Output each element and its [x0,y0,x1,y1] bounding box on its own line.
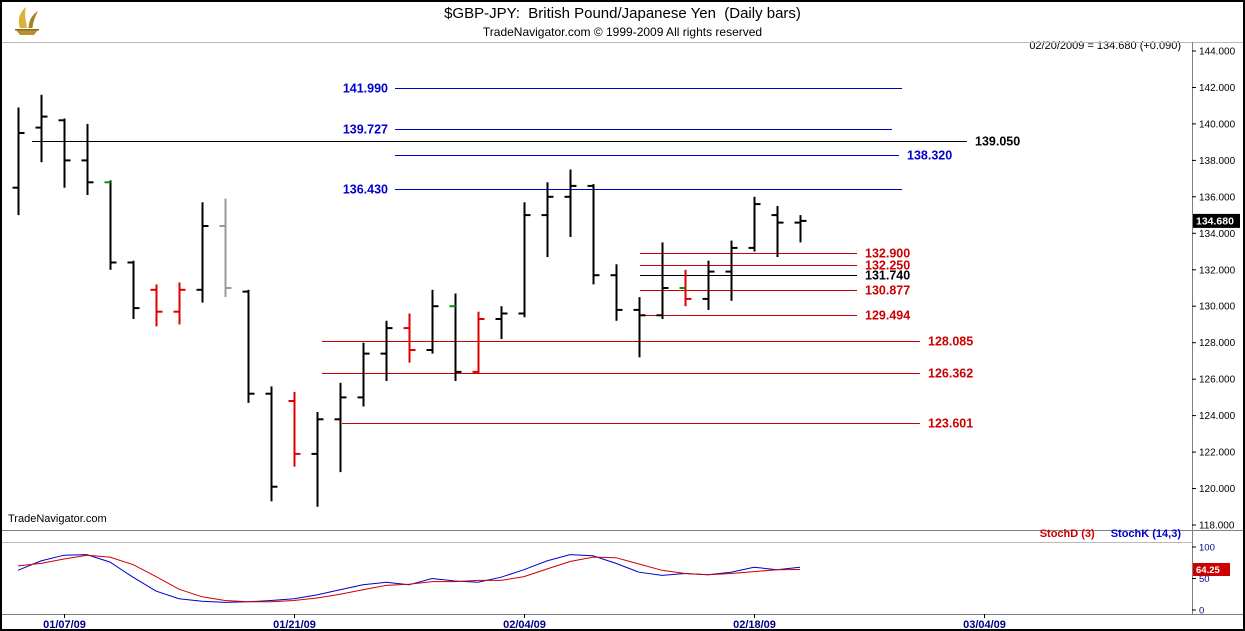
price-level-label[interactable]: 131.740 [865,269,910,283]
copyright-line: TradeNavigator.com © 1999-2009 All right… [482,25,763,39]
price-level-label[interactable]: 126.362 [928,367,973,381]
ohlc-bar[interactable] [541,182,554,257]
price-axis-label: 132.000 [1199,265,1236,276]
price-level-label[interactable]: 141.990 [343,82,388,96]
ohlc-bar[interactable] [196,202,209,303]
stochk-line[interactable] [17,554,801,603]
ohlc-bar[interactable] [702,260,715,310]
price-level-label[interactable]: 136.430 [343,183,388,197]
price-axis-label: 136.000 [1199,192,1236,203]
price-axis-label: 138.000 [1199,156,1236,167]
ohlc-bar[interactable] [771,206,784,257]
ohlc-bar[interactable] [265,386,278,502]
price-axis-label: 128.000 [1199,338,1236,349]
price-axis-label: 130.000 [1199,302,1236,313]
last-price-badge-value: 134.680 [1196,215,1234,227]
ohlc-bar[interactable] [58,118,71,188]
ohlc-bar[interactable] [403,313,416,363]
date-axis-label: 01/21/09 [273,619,316,631]
ohlc-bar[interactable] [518,202,531,318]
stoch-axis-label: 100 [1199,543,1215,554]
date-axis-label: 01/07/09 [43,619,86,631]
stochd-label[interactable]: StochD (3) [1039,528,1095,540]
price-axis-label: 144.000 [1199,47,1236,58]
price-axis-label: 120.000 [1199,484,1236,495]
price-axis-label: 134.000 [1199,229,1236,240]
price-axis-label: 124.000 [1199,411,1236,422]
date-axis: 01/07/09 01/21/09 02/04/09 02/18/09 03/04/09 [43,614,1006,631]
last-price-badge [1193,213,1240,228]
price-axis-label: 142.000 [1199,83,1236,94]
ohlc-bar[interactable] [311,412,324,507]
ohlc-bar[interactable] [564,169,577,238]
price-axis-label: 126.000 [1199,375,1236,386]
support-resistance-levels: 141.990 139.727 139.050 138.320 136.430 132.9… [32,82,1020,431]
price-level-label[interactable]: 132.900 [865,247,910,261]
ohlc-bar[interactable] [587,184,600,285]
ohlc-bar[interactable] [104,180,117,270]
ohlc-bar[interactable] [150,284,163,327]
price-axis-label: 140.000 [1199,119,1236,130]
tradenavigator-logo-icon [10,4,44,38]
price-axis: 144.000 142.000 140.000 138.000 136.000 134.0… [1192,47,1240,532]
ohlc-bar[interactable] [472,311,485,374]
stoch-legend: StochD (3) StochK (14,3) [1040,528,1181,540]
ohlc-bar[interactable] [426,289,439,354]
watermark: TradeNavigator.com [8,513,107,525]
ohlc-bar[interactable] [495,306,508,339]
price-axis-label: 122.000 [1199,448,1236,459]
price-level-label[interactable]: 139.727 [343,123,388,137]
price-level-label[interactable]: 123.601 [928,417,973,431]
ohlc-bar[interactable] [725,240,738,301]
ohlc-bar[interactable] [610,264,623,321]
chart-title: $GBP-JPY: British Pound/Japanese Yen (Da… [444,5,801,22]
price-level-label[interactable]: 132.250 [865,259,910,273]
ohlc-bar[interactable] [35,94,48,163]
ohlc-bar[interactable] [794,215,807,243]
stoch-axis-label: 50 [1199,574,1210,585]
stochk-label[interactable]: StochK (14,3) [1110,528,1181,540]
ohlc-bar[interactable] [357,342,370,407]
date-axis-label: 02/18/09 [733,619,776,631]
ohlc-bars [12,94,807,507]
ohlc-bar[interactable] [242,289,255,403]
price-level-label[interactable]: 138.320 [907,149,952,163]
stoch-axis: 100 50 0 64.25 [1192,543,1230,617]
ohlc-bar[interactable] [12,107,25,216]
ohlc-bar[interactable] [679,269,692,307]
ohlc-bar[interactable] [380,320,393,381]
stochd-line[interactable] [17,554,801,603]
ohlc-bar[interactable] [449,293,462,382]
ohlc-bar[interactable] [219,198,232,298]
price-level-label[interactable]: 130.877 [865,284,910,298]
ohlc-bar[interactable] [288,391,301,467]
date-axis-label: 03/04/09 [963,619,1006,631]
price-level-label[interactable]: 128.085 [928,335,973,349]
ohlc-bar[interactable] [127,260,140,319]
ohlc-bar[interactable] [656,242,669,319]
price-level-label[interactable]: 139.050 [975,135,1020,149]
price-level-label[interactable]: 129.494 [865,309,910,323]
stoch-value-badge [1193,563,1230,576]
ohlc-bar[interactable] [334,382,347,473]
ohlc-bar[interactable] [173,282,186,325]
ohlc-bar[interactable] [81,123,94,195]
price-axis-label: 118.000 [1199,521,1235,532]
date-axis-label: 02/04/09 [503,619,546,631]
ohlc-bar[interactable] [633,297,646,358]
stoch-value-badge-value: 64.25 [1196,565,1220,576]
stoch-axis-label: 0 [1199,606,1204,617]
ohlc-bar[interactable] [748,196,761,252]
